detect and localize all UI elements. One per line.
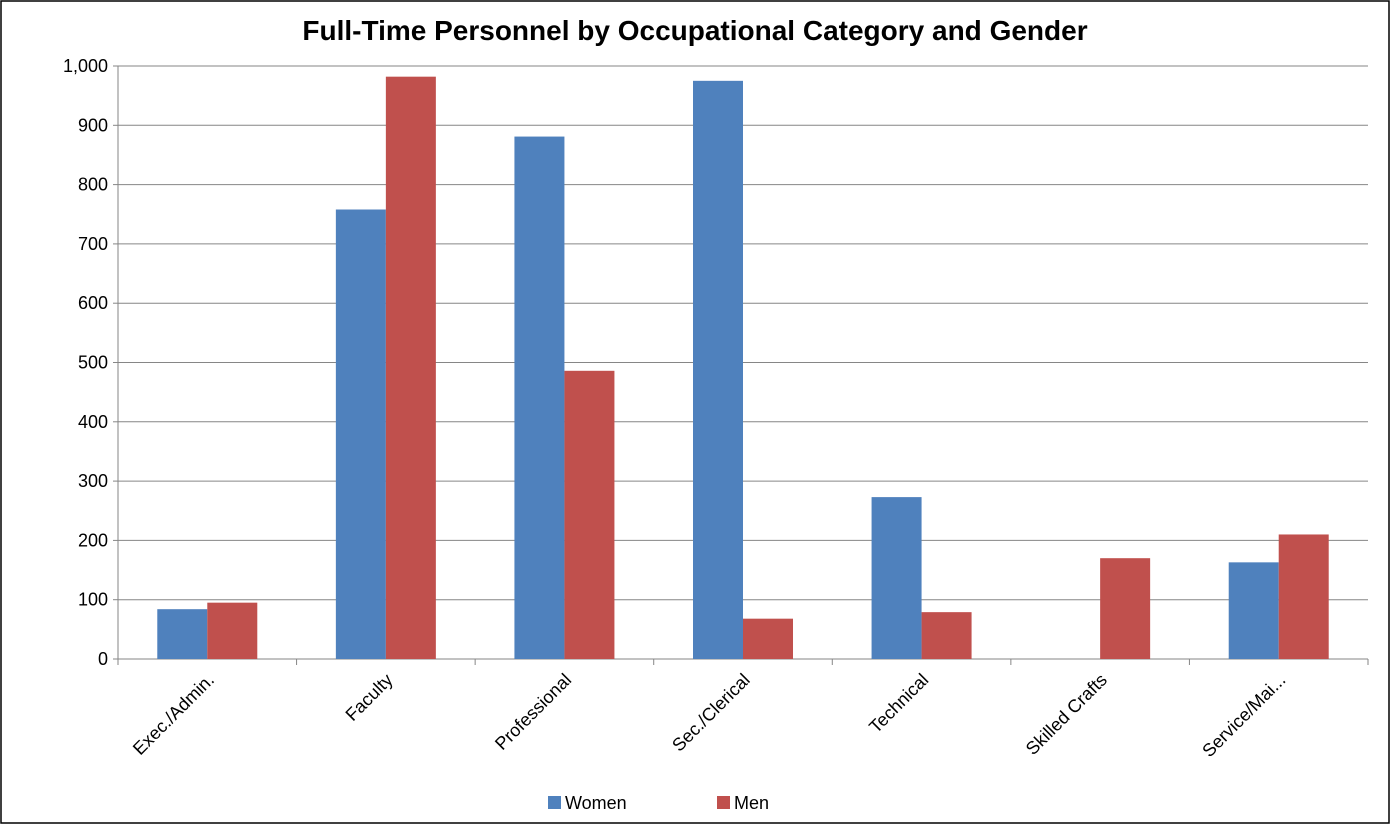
y-tick-label: 1,000	[63, 56, 108, 76]
legend-swatch	[548, 796, 561, 809]
bar	[921, 612, 972, 659]
bar	[871, 497, 922, 659]
bar	[564, 370, 615, 659]
y-tick-label: 500	[78, 353, 108, 373]
y-tick-label: 300	[78, 471, 108, 491]
y-tick-label: 700	[78, 234, 108, 254]
bar	[1228, 562, 1279, 659]
y-tick-label: 800	[78, 175, 108, 195]
y-tick-label: 0	[98, 649, 108, 669]
bar	[335, 209, 386, 660]
bar	[385, 76, 436, 659]
legend-swatch	[717, 796, 730, 809]
bar	[1100, 558, 1151, 659]
y-tick-label: 200	[78, 530, 108, 550]
bar	[207, 602, 258, 659]
y-tick-label: 600	[78, 293, 108, 313]
bar	[743, 618, 793, 659]
bar	[157, 609, 208, 659]
y-tick-label: 400	[78, 412, 108, 432]
bar	[1278, 534, 1329, 659]
y-tick-label: 100	[78, 590, 108, 610]
legend-label: Women	[565, 793, 627, 813]
bar	[693, 80, 743, 659]
y-tick-label: 900	[78, 115, 108, 135]
chart-title: Full-Time Personnel by Occupational Cate…	[302, 15, 1087, 46]
bar	[514, 136, 565, 659]
legend-label: Men	[734, 793, 769, 813]
